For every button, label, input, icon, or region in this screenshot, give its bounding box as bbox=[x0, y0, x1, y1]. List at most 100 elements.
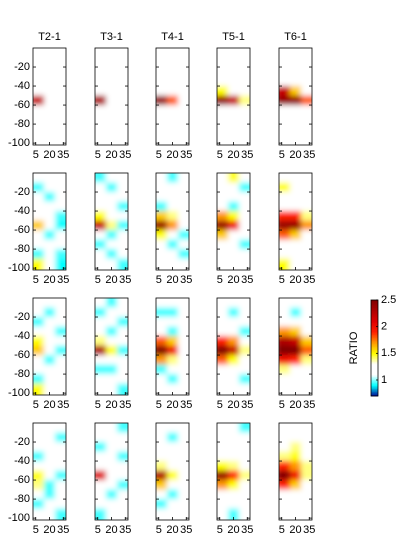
panel bbox=[217, 423, 250, 520]
heatmap-cell bbox=[106, 114, 118, 125]
heatmap-cell bbox=[279, 105, 291, 116]
heatmap-cell bbox=[217, 211, 229, 222]
x-tick-label: 20 bbox=[105, 524, 117, 536]
heatmap-cell bbox=[290, 114, 302, 125]
heatmap bbox=[156, 423, 189, 520]
heatmap-cell bbox=[228, 374, 240, 385]
heatmap-cell bbox=[301, 173, 312, 184]
x-tick-label: 20 bbox=[289, 524, 301, 536]
heatmap-cell bbox=[167, 105, 179, 116]
heatmap-cell bbox=[33, 317, 45, 328]
heatmap-cell bbox=[301, 307, 312, 318]
heatmap-cell bbox=[55, 317, 66, 328]
column-title: T6-1 bbox=[284, 31, 307, 43]
colorbar-swatch bbox=[371, 324, 378, 326]
heatmap-cell bbox=[228, 298, 240, 309]
colorbar-swatch bbox=[371, 315, 378, 317]
heatmap-cell bbox=[178, 499, 189, 510]
heatmap-cell bbox=[156, 239, 168, 250]
heatmap-cell bbox=[217, 432, 229, 443]
panel bbox=[33, 298, 66, 395]
panel bbox=[156, 423, 189, 520]
colorbar-swatch bbox=[371, 352, 378, 355]
heatmap-cell bbox=[33, 442, 45, 453]
y-tick-label: -60 bbox=[14, 224, 30, 236]
panel bbox=[279, 173, 312, 270]
heatmap-cell bbox=[167, 470, 179, 481]
heatmap-cell bbox=[290, 336, 302, 347]
heatmap-cell bbox=[290, 364, 302, 375]
heatmap-cell bbox=[279, 326, 291, 337]
colorbar-swatch bbox=[371, 336, 378, 338]
x-tick-label: 35 bbox=[119, 149, 131, 161]
heatmap-cell bbox=[279, 220, 291, 231]
heatmap-cell bbox=[33, 114, 45, 125]
heatmap-cell bbox=[117, 489, 128, 500]
heatmap-cell bbox=[290, 258, 302, 270]
heatmap-cell bbox=[44, 249, 56, 260]
heatmap-cell bbox=[156, 374, 168, 385]
heatmap-cell bbox=[279, 508, 291, 520]
heatmap-cell bbox=[239, 239, 250, 250]
heatmap-cell bbox=[301, 345, 312, 356]
heatmap-cell bbox=[33, 355, 45, 366]
heatmap-cell bbox=[167, 67, 179, 78]
x-tick-label: 20 bbox=[227, 399, 239, 411]
heatmap-cell bbox=[55, 133, 66, 145]
heatmap-cell bbox=[117, 192, 128, 203]
heatmap-cell bbox=[117, 317, 128, 328]
heatmap-cell bbox=[239, 173, 250, 184]
heatmap-cell bbox=[55, 67, 66, 78]
x-tick-label: 20 bbox=[105, 149, 117, 161]
heatmap-cell bbox=[228, 239, 240, 250]
heatmap-cell bbox=[167, 48, 179, 59]
heatmap bbox=[217, 48, 250, 145]
colorbar-swatch bbox=[371, 391, 378, 394]
heatmap-cell bbox=[117, 114, 128, 125]
heatmap-cell bbox=[301, 76, 312, 87]
heatmap-cell bbox=[55, 364, 66, 375]
colorbar-swatch bbox=[371, 339, 378, 341]
heatmap-cell bbox=[279, 423, 291, 434]
heatmap-cell bbox=[156, 192, 168, 203]
x-tick-label: 5 bbox=[156, 274, 162, 286]
heatmap-cell bbox=[279, 499, 291, 510]
y-tick-label: -60 bbox=[14, 349, 30, 361]
heatmap-cell bbox=[44, 432, 56, 443]
heatmap-cell bbox=[95, 239, 107, 250]
heatmap-cell bbox=[217, 355, 229, 366]
colorbar-swatch bbox=[371, 334, 378, 337]
heatmap-cell bbox=[106, 124, 118, 135]
x-tick-label: 20 bbox=[227, 274, 239, 286]
heatmap-cell bbox=[44, 105, 56, 116]
heatmap-cell bbox=[106, 374, 118, 385]
heatmap bbox=[33, 173, 66, 270]
heatmap-cell bbox=[301, 95, 312, 106]
heatmap-cell bbox=[178, 239, 189, 250]
heatmap-cell bbox=[106, 173, 118, 184]
heatmap-cell bbox=[95, 124, 107, 135]
colorbar-swatch bbox=[371, 366, 378, 368]
x-tick-label: 20 bbox=[289, 399, 301, 411]
heatmap-cell bbox=[55, 95, 66, 106]
heatmap-cell bbox=[228, 57, 240, 68]
heatmap-cell bbox=[217, 133, 229, 145]
heatmap-cell bbox=[239, 230, 250, 241]
heatmap-cell bbox=[167, 336, 179, 347]
heatmap-cell bbox=[279, 182, 291, 193]
x-tick-label: 5 bbox=[279, 149, 285, 161]
heatmap-cell bbox=[156, 220, 168, 231]
heatmap-cell bbox=[117, 133, 128, 145]
x-tick-label: 20 bbox=[105, 274, 117, 286]
heatmap-cell bbox=[167, 499, 179, 510]
heatmap-cell bbox=[156, 249, 168, 260]
heatmap-cell bbox=[95, 364, 107, 375]
heatmap-cell bbox=[239, 423, 250, 434]
heatmap-cell bbox=[117, 326, 128, 337]
x-tick-label: 35 bbox=[180, 399, 192, 411]
heatmap-cell bbox=[217, 317, 229, 328]
heatmap bbox=[33, 298, 66, 395]
heatmap-cell bbox=[217, 480, 229, 491]
heatmap-cell bbox=[290, 105, 302, 116]
heatmap-cell bbox=[239, 307, 250, 318]
